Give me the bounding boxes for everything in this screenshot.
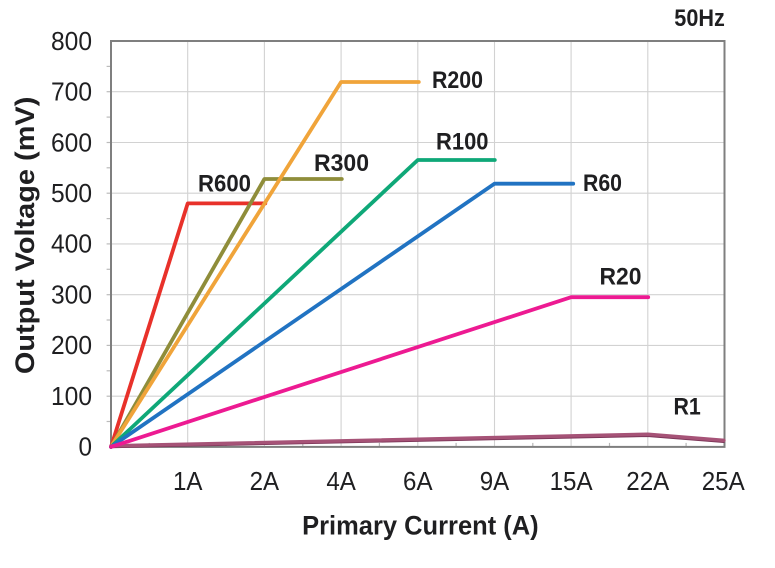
svg-text:600: 600 <box>51 127 92 157</box>
svg-text:200: 200 <box>51 330 92 360</box>
svg-text:Output Voltage (mV): Output Voltage (mV) <box>10 97 40 375</box>
svg-text:9A: 9A <box>480 466 510 496</box>
svg-text:25A: 25A <box>702 466 746 496</box>
svg-text:R100: R100 <box>436 128 489 155</box>
svg-text:1A: 1A <box>173 466 203 496</box>
svg-text:0: 0 <box>79 432 93 462</box>
svg-text:400: 400 <box>51 229 92 259</box>
svg-text:R600: R600 <box>198 170 251 197</box>
svg-text:R1: R1 <box>674 394 701 421</box>
svg-text:700: 700 <box>51 77 92 107</box>
svg-text:300: 300 <box>51 280 92 310</box>
svg-text:2A: 2A <box>250 466 280 496</box>
svg-text:100: 100 <box>51 381 92 411</box>
svg-text:15A: 15A <box>550 466 594 496</box>
svg-text:800: 800 <box>51 26 92 56</box>
svg-text:R200: R200 <box>432 67 483 94</box>
svg-text:R300: R300 <box>314 150 369 177</box>
svg-text:R60: R60 <box>583 170 622 197</box>
svg-text:22A: 22A <box>626 466 670 496</box>
svg-text:Primary Current (A): Primary Current (A) <box>302 511 539 541</box>
svg-text:4A: 4A <box>326 466 356 496</box>
svg-text:R20: R20 <box>600 264 642 291</box>
svg-text:50Hz: 50Hz <box>674 5 725 32</box>
svg-text:6A: 6A <box>403 466 433 496</box>
svg-text:500: 500 <box>51 178 92 208</box>
